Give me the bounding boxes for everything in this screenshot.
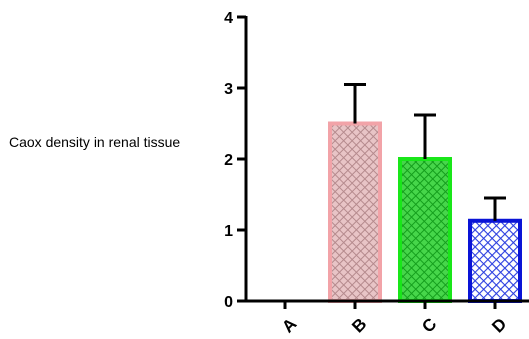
bar-C	[398, 157, 452, 303]
x-tick-label-B: B	[348, 314, 370, 336]
x-tick-label-A: A	[278, 314, 300, 336]
y-tick-label: 0	[224, 294, 233, 311]
y-tick-label: 2	[224, 152, 233, 169]
y-tick-label: 3	[224, 81, 233, 98]
y-axis-label: Caox density in renal tissue	[9, 134, 181, 150]
x-tick-label-D: D	[488, 314, 510, 336]
bar-D	[468, 218, 522, 304]
y-tick-label: 4	[224, 10, 233, 27]
x-tick-label-C: C	[418, 314, 440, 336]
y-tick-label: 1	[224, 223, 233, 240]
bar-B	[328, 121, 382, 303]
